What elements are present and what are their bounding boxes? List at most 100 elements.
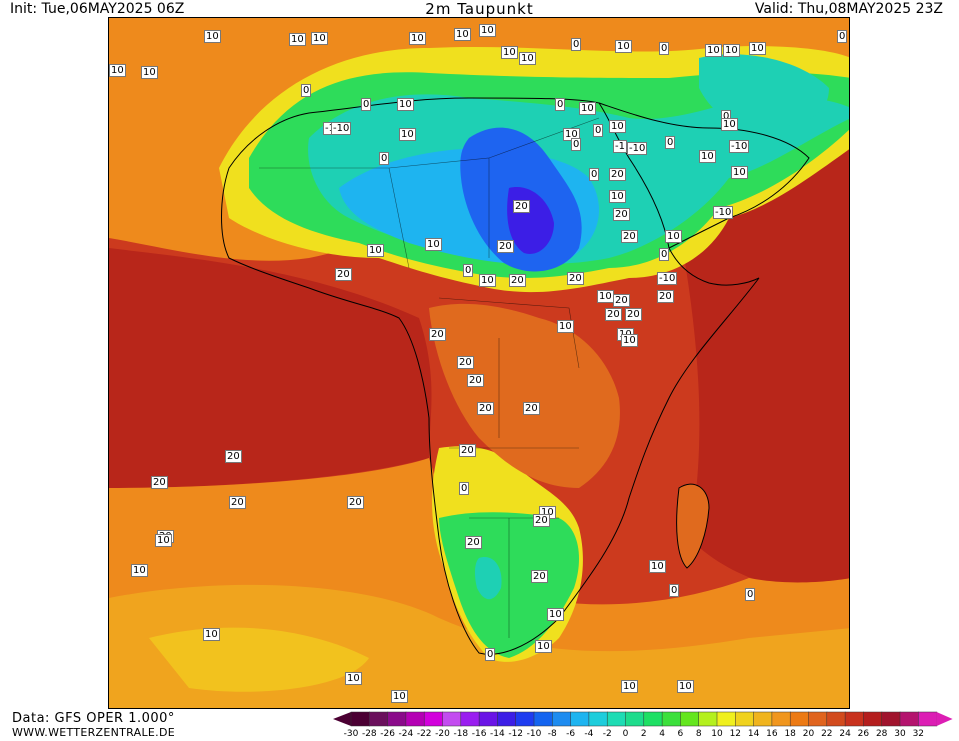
contour-value-label: -10 bbox=[331, 122, 352, 135]
legend-swatch bbox=[753, 711, 773, 727]
legend-tick-label: -18 bbox=[453, 729, 469, 739]
contour-value-label: 20 bbox=[613, 208, 630, 221]
contour-value-label: 20 bbox=[509, 274, 526, 287]
contour-value-label: 10 bbox=[723, 44, 740, 57]
legend-arrow-low bbox=[333, 712, 351, 726]
contour-value-label: 0 bbox=[659, 248, 670, 261]
contour-value-label: 10 bbox=[579, 102, 596, 115]
contour-value-label: 10 bbox=[621, 334, 638, 347]
init-time: Init: Tue,06MAY2025 06Z bbox=[10, 1, 185, 17]
legend-tick-label: 14 bbox=[747, 729, 760, 739]
legend-tick-label: 18 bbox=[784, 729, 796, 739]
legend-swatch bbox=[625, 711, 645, 727]
legend-tick-label: -8 bbox=[547, 729, 557, 739]
contour-value-label: 20 bbox=[497, 240, 514, 253]
contour-value-label: 20 bbox=[151, 476, 168, 489]
contour-value-label: 10 bbox=[397, 98, 414, 111]
contour-value-label: 10 bbox=[677, 680, 694, 693]
contour-value-label: 0 bbox=[589, 168, 600, 181]
contour-value-label: 0 bbox=[837, 30, 848, 43]
legend-tick-label: -2 bbox=[602, 729, 612, 739]
contour-value-label: 10 bbox=[621, 680, 638, 693]
contour-value-label: 0 bbox=[485, 648, 496, 661]
legend-tick-label: 10 bbox=[711, 729, 723, 739]
legend-tick-label: 22 bbox=[821, 729, 833, 739]
legend-tick-label: -16 bbox=[471, 729, 487, 739]
contour-value-label: 10 bbox=[479, 274, 496, 287]
legend-tick-label: -14 bbox=[490, 729, 505, 739]
contour-value-label: 10 bbox=[109, 64, 126, 77]
legend-swatch bbox=[442, 711, 462, 727]
contour-value-label: 10 bbox=[699, 150, 716, 163]
legend-swatch bbox=[460, 711, 480, 727]
contour-value-label: 0 bbox=[745, 588, 756, 601]
contour-value-label: 20 bbox=[531, 570, 548, 583]
website-url: WWW.WETTERZENTRALE.DE bbox=[12, 726, 175, 739]
contour-value-label: 10 bbox=[749, 42, 766, 55]
contour-value-label: 10 bbox=[367, 244, 384, 257]
legend-tick-label: -24 bbox=[398, 729, 414, 739]
contour-value-label: 10 bbox=[705, 44, 722, 57]
legend-swatch bbox=[515, 711, 535, 727]
map-field bbox=[109, 18, 849, 708]
contour-value-label: 0 bbox=[571, 38, 582, 51]
map-title: 2m Taupunkt bbox=[425, 0, 534, 18]
contour-value-label: 10 bbox=[615, 40, 632, 53]
legend-tick-label: -4 bbox=[584, 729, 594, 739]
legend-swatch bbox=[844, 711, 864, 727]
contour-value-label: 20 bbox=[465, 536, 482, 549]
contour-value-label: 10 bbox=[399, 128, 416, 141]
contour-value-label: 10 bbox=[204, 30, 221, 43]
contour-value-label: 10 bbox=[557, 320, 574, 333]
legend-tick-label: 0 bbox=[622, 729, 629, 739]
legend-swatch bbox=[698, 711, 718, 727]
legend-tick-label: 2 bbox=[640, 729, 647, 739]
legend-swatch bbox=[552, 711, 572, 727]
legend-swatch bbox=[680, 711, 700, 727]
legend-swatch bbox=[918, 711, 938, 727]
contour-value-label: 10 bbox=[289, 33, 306, 46]
legend-swatch bbox=[789, 711, 810, 727]
legend-swatch bbox=[405, 711, 425, 727]
legend-arrow-high bbox=[936, 712, 953, 726]
legend-swatch bbox=[497, 711, 517, 727]
legend-swatch bbox=[661, 711, 681, 727]
legend-tick-label: 28 bbox=[875, 729, 888, 739]
legend-swatch bbox=[881, 711, 901, 727]
contour-value-label: 20 bbox=[523, 402, 540, 415]
legend-swatch bbox=[735, 711, 755, 727]
contour-value-label: 10 bbox=[609, 190, 626, 203]
legend-tick-label: 20 bbox=[802, 729, 815, 739]
legend-swatch bbox=[643, 711, 663, 727]
contour-value-label: 10 bbox=[721, 118, 738, 131]
contour-value-label: 20 bbox=[605, 308, 622, 321]
contour-value-label: 20 bbox=[459, 444, 476, 457]
contour-value-label: 10 bbox=[311, 32, 328, 45]
legend-swatch bbox=[716, 711, 736, 727]
legend-tick-label: -26 bbox=[380, 729, 395, 739]
legend-tick-label: 8 bbox=[695, 729, 702, 739]
contour-value-label: 0 bbox=[665, 136, 676, 149]
legend-swatch bbox=[771, 711, 791, 727]
contour-value-label: 20 bbox=[225, 450, 242, 463]
legend-tick-label: 12 bbox=[729, 729, 742, 739]
contour-value-label: 20 bbox=[477, 402, 494, 415]
legend-swatch bbox=[863, 711, 883, 727]
contour-value-label: 20 bbox=[613, 294, 630, 307]
contour-value-label: 0 bbox=[571, 138, 582, 151]
contour-value-label: 20 bbox=[625, 308, 642, 321]
legend-tick-label: -20 bbox=[435, 729, 450, 739]
contour-value-label: -10 bbox=[657, 272, 678, 285]
legend-tick-label: 4 bbox=[659, 729, 665, 739]
contour-value-label: 20 bbox=[229, 496, 246, 509]
contour-value-label: 10 bbox=[547, 608, 564, 621]
contour-value-label: 10 bbox=[535, 640, 552, 653]
contour-value-label: 10 bbox=[203, 628, 220, 641]
contour-value-label: -10 bbox=[713, 206, 734, 219]
contour-value-label: 10 bbox=[425, 238, 442, 251]
dewpoint-map: 101010101010101001001010100101000-101010… bbox=[108, 17, 850, 709]
contour-value-label: 0 bbox=[301, 84, 312, 97]
contour-value-label: 20 bbox=[657, 290, 674, 303]
legend-swatch bbox=[808, 711, 828, 727]
contour-value-label: 10 bbox=[649, 560, 666, 573]
